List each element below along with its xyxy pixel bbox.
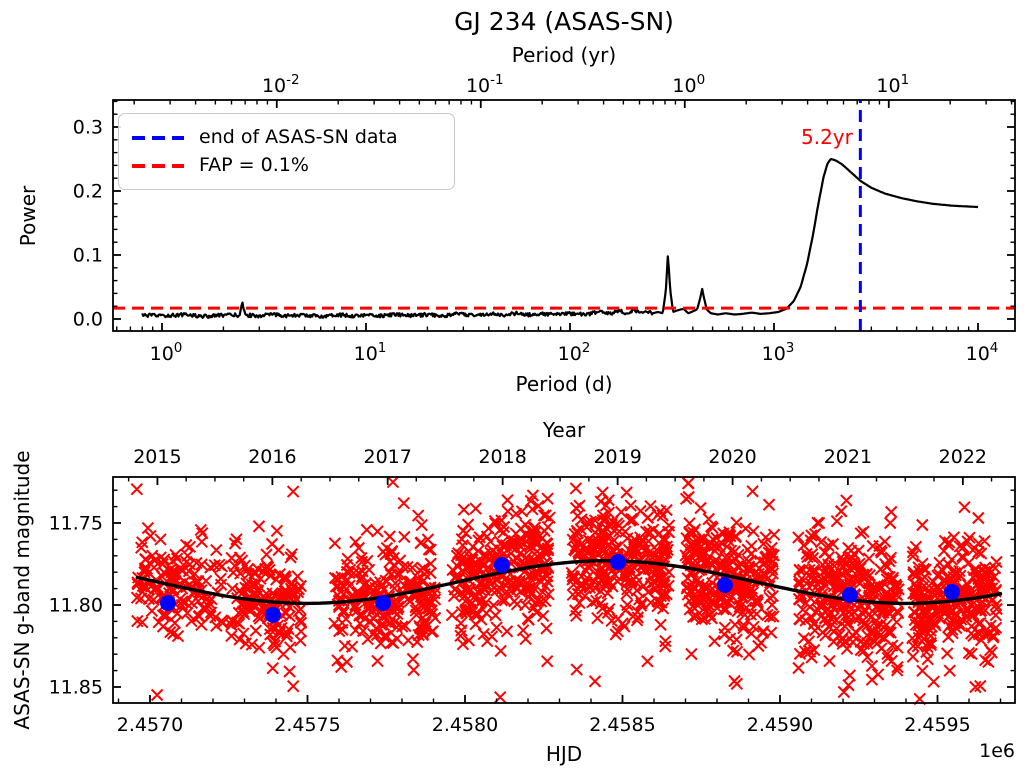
end-of-data-legend-line — [132, 135, 184, 140]
tick-label: 102 — [558, 340, 591, 365]
season-scatter — [445, 489, 556, 704]
season-scatter — [792, 494, 905, 699]
periodogram-spines — [112, 99, 1016, 332]
tick-label: 2022 — [939, 446, 987, 468]
tick-label: 0.1 — [73, 245, 103, 267]
fap-legend-line — [132, 163, 184, 168]
tick-label: 2019 — [593, 446, 641, 468]
tick-label: 10-2 — [262, 72, 300, 97]
tick-label: 0.3 — [73, 117, 103, 139]
tick-label: 10-1 — [466, 72, 504, 97]
tick-label: 104 — [966, 340, 999, 365]
tick-label: 0.0 — [73, 309, 103, 331]
binned-mean-point — [159, 595, 176, 612]
season-scatter — [565, 482, 676, 688]
legend-row-fap: FAP = 0.1% — [132, 156, 454, 175]
tick-label: 2015 — [133, 446, 181, 468]
season-scatter — [130, 482, 229, 702]
tick-label: 101 — [876, 72, 909, 97]
binned-mean-point — [610, 554, 627, 571]
binned-mean-point — [264, 606, 281, 623]
tick-label: 100 — [150, 340, 183, 365]
tick-label: 11.80 — [49, 595, 103, 617]
legend-label-end-of-data: end of ASAS-SN data — [199, 126, 398, 148]
lightcurve-spines — [112, 476, 1016, 704]
binned-mean-point — [841, 586, 858, 603]
sinusoid-model-curve — [135, 559, 1003, 606]
tick-label: 2.4575 — [274, 714, 340, 736]
legend-label-fap: FAP = 0.1% — [199, 154, 309, 176]
tick-label: 11.75 — [49, 513, 103, 535]
periodogram-top-xlabel: Period (yr) — [511, 43, 617, 67]
legend-row-end-of-data: end of ASAS-SN data — [132, 128, 454, 147]
lightcurve-ylabel: ASAS-SN g-band magnitude — [10, 450, 34, 730]
tick-label: 2016 — [248, 446, 296, 468]
tick-label: 2.4590 — [747, 714, 813, 736]
peak-period-annotation: 5.2yr — [801, 125, 853, 149]
tick-label: 2017 — [363, 446, 411, 468]
tick-label: 100 — [672, 72, 705, 97]
binned-mean-point — [716, 576, 733, 593]
season-scatter — [225, 485, 308, 693]
season-scatter — [328, 475, 442, 677]
lightcurve-xlabel: HJD — [545, 742, 583, 766]
figure-title: GJ 234 (ASAS-SN) — [454, 7, 674, 36]
periodogram-xlabel: Period (d) — [515, 372, 613, 396]
axis-offset-label: 1e6 — [979, 740, 1015, 762]
periodogram-panel: 100 101 102 103 104 10-2 10-1 100 101 0.0 0.1 0.2 0.… — [73, 72, 1016, 365]
tick-label: 2.4595 — [904, 714, 970, 736]
tick-label: 2021 — [824, 446, 872, 468]
legend: end of ASAS-SN data FAP = 0.1% — [118, 113, 455, 190]
tick-label: 2018 — [478, 446, 526, 468]
tick-label: 2.4585 — [589, 714, 655, 736]
tick-label: 2020 — [708, 446, 756, 468]
binned-mean-point — [943, 583, 960, 600]
outlier-points — [252, 518, 475, 533]
binned-mean-point — [375, 595, 392, 612]
binned-mean-point — [493, 556, 510, 573]
tick-label: 2.4580 — [432, 714, 498, 736]
lightcurve-top-xlabel: Year — [542, 418, 586, 442]
periodogram-curve — [141, 158, 979, 319]
periodogram-ylabel: Power — [16, 185, 40, 247]
lightcurve-panel: 2.4570 2.4575 2.4580 2.4585 2.4590 2.4595 2015… — [49, 446, 1016, 736]
tick-label: 0.2 — [73, 181, 103, 203]
tick-label: 103 — [762, 340, 795, 365]
season-scatter — [679, 476, 781, 691]
tick-label: 2.4570 — [117, 714, 183, 736]
tick-label: 101 — [354, 340, 387, 365]
tick-label: 11.85 — [49, 677, 103, 699]
